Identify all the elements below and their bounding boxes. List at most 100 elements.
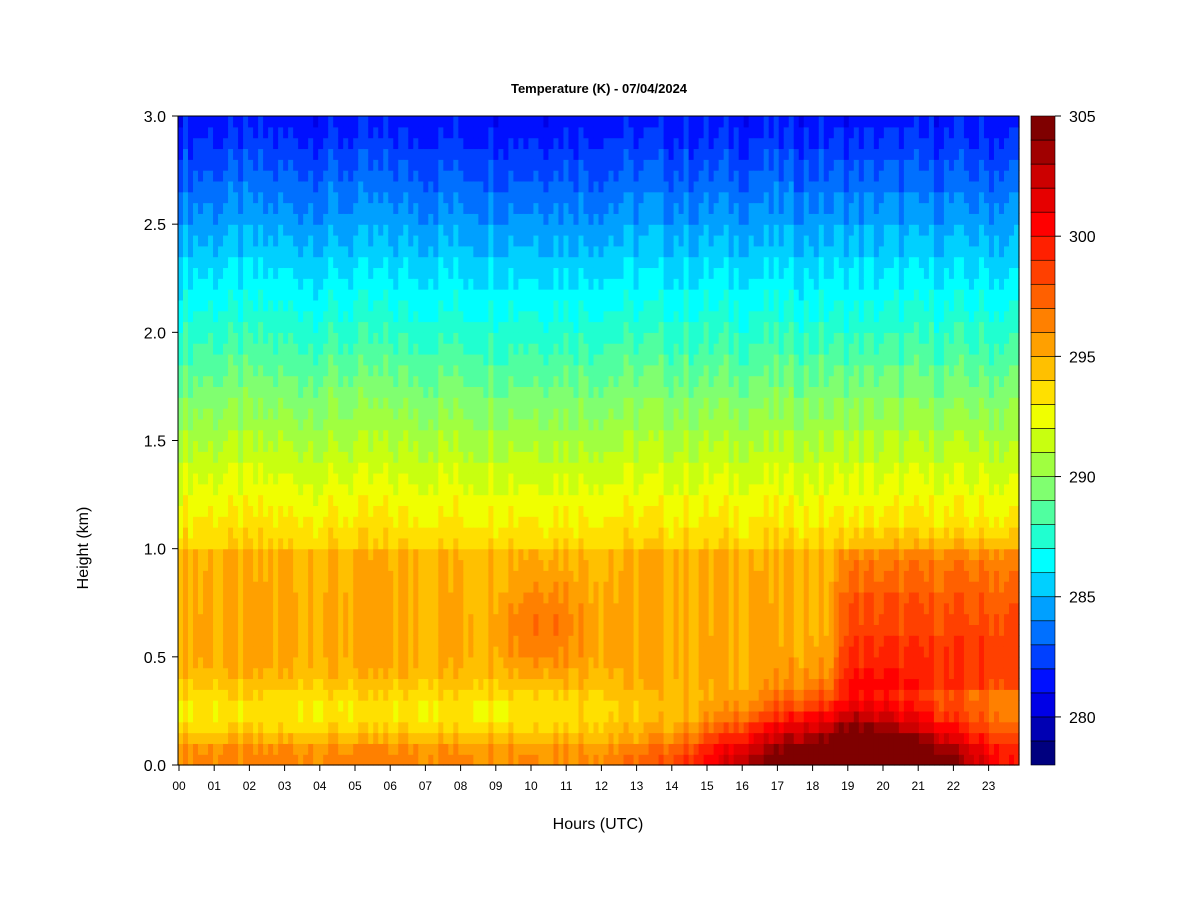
heatmap-cell bbox=[383, 472, 389, 485]
heatmap-cell bbox=[498, 116, 504, 128]
heatmap-cell bbox=[413, 483, 419, 496]
heatmap-cell bbox=[178, 310, 184, 323]
heatmap-cell bbox=[548, 451, 555, 463]
heatmap-cell bbox=[548, 126, 555, 139]
heatmap-cell bbox=[553, 754, 560, 766]
heatmap-cell bbox=[378, 343, 384, 355]
heatmap-cell bbox=[383, 170, 389, 182]
heatmap-cell bbox=[278, 299, 284, 312]
heatmap-cell bbox=[453, 613, 459, 625]
heatmap-cell bbox=[448, 710, 454, 723]
heatmap-cell bbox=[303, 159, 309, 171]
heatmap-cell bbox=[478, 180, 484, 193]
heatmap-cell bbox=[588, 440, 595, 452]
heatmap-cell bbox=[433, 310, 439, 323]
heatmap-cell bbox=[208, 527, 214, 539]
heatmap-cell bbox=[478, 581, 484, 593]
heatmap-cell bbox=[273, 667, 279, 680]
heatmap-cell bbox=[583, 732, 590, 744]
heatmap-cell bbox=[218, 343, 224, 355]
heatmap-cell bbox=[498, 267, 504, 279]
heatmap-cell bbox=[323, 527, 329, 539]
heatmap-cell bbox=[503, 689, 509, 701]
heatmap-cell bbox=[433, 386, 439, 398]
heatmap-cell bbox=[523, 299, 530, 312]
heatmap-cell bbox=[428, 754, 434, 766]
heatmap-cell bbox=[578, 548, 585, 561]
heatmap-cell bbox=[523, 375, 530, 388]
heatmap-cell bbox=[358, 245, 364, 258]
heatmap-cell bbox=[283, 721, 289, 734]
heatmap-cell bbox=[483, 321, 489, 333]
heatmap-cell bbox=[538, 256, 545, 269]
heatmap-cell bbox=[243, 170, 249, 182]
heatmap-cell bbox=[208, 386, 214, 398]
heatmap-cell bbox=[313, 310, 319, 323]
heatmap-cell bbox=[233, 148, 239, 160]
heatmap-cell bbox=[453, 581, 459, 593]
heatmap-cell bbox=[248, 743, 254, 755]
heatmap-cell bbox=[333, 754, 339, 766]
heatmap-cell bbox=[413, 646, 419, 658]
heatmap-cell bbox=[338, 656, 344, 669]
heatmap-cell bbox=[448, 137, 454, 150]
heatmap-cell bbox=[573, 732, 580, 744]
heatmap-cell bbox=[433, 213, 439, 225]
heatmap-cell bbox=[468, 440, 474, 452]
heatmap-cell bbox=[398, 397, 404, 409]
heatmap-cell bbox=[503, 581, 509, 593]
heatmap-cell bbox=[578, 299, 585, 312]
heatmap-cell bbox=[278, 224, 284, 236]
heatmap-cell bbox=[258, 408, 264, 420]
heatmap-cell bbox=[468, 202, 474, 214]
heatmap-cell bbox=[533, 148, 540, 160]
heatmap-cell bbox=[203, 440, 209, 452]
heatmap-cell bbox=[418, 159, 424, 171]
heatmap-cell bbox=[408, 278, 414, 290]
heatmap-cell bbox=[403, 364, 409, 377]
heatmap-cell bbox=[453, 353, 459, 366]
heatmap-cell bbox=[383, 386, 389, 398]
heatmap-cell bbox=[203, 743, 209, 755]
heatmap-cell bbox=[348, 721, 354, 734]
heatmap-cell bbox=[233, 516, 239, 528]
heatmap-cell bbox=[398, 721, 404, 734]
heatmap-cell bbox=[338, 234, 344, 247]
heatmap-cell bbox=[203, 635, 209, 647]
heatmap-cell bbox=[333, 364, 339, 377]
heatmap-cell bbox=[203, 656, 209, 669]
heatmap-cell bbox=[578, 581, 585, 593]
heatmap-cell bbox=[408, 170, 414, 182]
heatmap-cell bbox=[343, 386, 349, 398]
heatmap-cell bbox=[403, 170, 409, 182]
heatmap-cell bbox=[248, 126, 254, 139]
heatmap-cell bbox=[378, 613, 384, 625]
heatmap-cell bbox=[558, 656, 565, 669]
heatmap-cell bbox=[493, 245, 499, 258]
heatmap-cell bbox=[253, 710, 259, 723]
heatmap-cell bbox=[503, 116, 509, 128]
heatmap-cell bbox=[213, 353, 219, 366]
heatmap-cell bbox=[408, 353, 414, 366]
heatmap-cell bbox=[468, 700, 474, 712]
heatmap-cell bbox=[308, 418, 314, 431]
heatmap-cell bbox=[538, 721, 545, 734]
heatmap-cell bbox=[218, 656, 224, 669]
heatmap-cell bbox=[578, 332, 585, 344]
heatmap-cell bbox=[483, 754, 489, 766]
heatmap-cell bbox=[588, 710, 595, 723]
heatmap-cell bbox=[183, 527, 189, 539]
heatmap-cell bbox=[483, 462, 489, 474]
heatmap-cell bbox=[438, 559, 444, 571]
heatmap-cell bbox=[213, 591, 219, 604]
heatmap-cell bbox=[263, 754, 269, 766]
heatmap-cell bbox=[503, 213, 509, 225]
heatmap-cell bbox=[463, 451, 469, 463]
heatmap-cell bbox=[248, 116, 254, 128]
heatmap-cell bbox=[293, 353, 299, 366]
heatmap-cell bbox=[553, 732, 560, 744]
heatmap-cell bbox=[508, 245, 514, 258]
heatmap-cell bbox=[568, 635, 575, 647]
heatmap-cell bbox=[268, 310, 274, 323]
heatmap-cell bbox=[518, 267, 525, 279]
